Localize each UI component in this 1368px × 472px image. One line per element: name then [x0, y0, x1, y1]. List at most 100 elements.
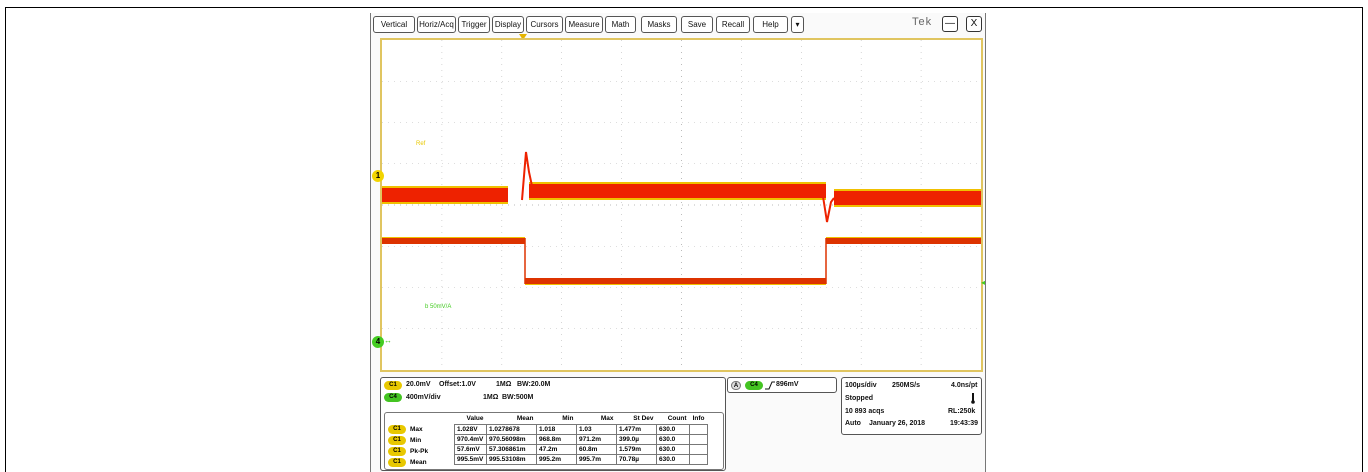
- trigger-panel[interactable]: A C4 896mV: [727, 377, 837, 393]
- measurement-cell: 995.5mV: [454, 453, 487, 465]
- ch4-badge[interactable]: C4: [384, 393, 402, 402]
- rising-edge-icon: [765, 381, 775, 390]
- measurement-cell: 399.0µ: [616, 433, 657, 445]
- measurement-name: Pk-Pk: [410, 448, 429, 456]
- measurement-cell: 995.2m: [536, 453, 577, 465]
- trigger-position-icon[interactable]: [519, 34, 527, 40]
- measurement-cell: 57.6mV: [454, 443, 487, 455]
- ch4-trace: [525, 278, 826, 284]
- waveform-display: [382, 40, 981, 370]
- ch1-ground-marker-icon[interactable]: 1: [372, 170, 384, 182]
- screenshot-frame: [5, 7, 1363, 472]
- ch1-offset: Offset:1.0V: [439, 381, 476, 388]
- measurement-cell: 968.8m: [536, 433, 577, 445]
- minimize-button[interactable]: —: [942, 16, 958, 32]
- menu-cursors[interactable]: Cursors: [526, 16, 563, 33]
- ch4-impedance: 1MΩ: [483, 394, 499, 401]
- ch4-bandwidth: BW:500M: [502, 394, 534, 401]
- measurement-cell: 970.4mV: [454, 433, 487, 445]
- sample-rate: 250MS/s: [892, 382, 921, 389]
- measurement-cell: 70.78µ: [616, 453, 657, 465]
- ch4-level-marker-icon[interactable]: ◂: [981, 278, 986, 287]
- resolution: 4.0ns/pt: [951, 382, 978, 389]
- col-min: Min: [562, 415, 574, 423]
- measurement-cell: [689, 433, 708, 445]
- trigger-a-badge: A: [731, 381, 741, 390]
- traces: [382, 151, 981, 285]
- measurement-row[interactable]: 970.4mV 970.56098m 968.8m 971.2m 399.0µ 630.0: [454, 433, 708, 445]
- ch1-bandwidth: BW:20.0M: [517, 381, 551, 388]
- record-length: RL:250k: [948, 408, 976, 415]
- measurement-row[interactable]: 57.6mV 57.306861m 47.2m 60.8m 1.579m 630.0: [454, 443, 708, 455]
- ch1-badge[interactable]: C1: [384, 381, 402, 390]
- measurement-cell: 630.0: [656, 453, 690, 465]
- measurement-name: Min: [410, 437, 422, 445]
- ch1-badge: C1: [388, 447, 406, 456]
- acq-time: 19:43:39: [950, 420, 979, 427]
- measurement-name: Mean: [410, 459, 427, 467]
- menu-trigger[interactable]: Trigger: [458, 16, 490, 33]
- measurement-cell: 1.0278678: [486, 423, 537, 435]
- graticule[interactable]: Ref b 50mV/A ◂: [380, 38, 986, 372]
- measurement-table[interactable]: Value Mean Min Max St Dev Count Info 1.0…: [384, 412, 724, 470]
- trigger-mode: Auto: [845, 420, 861, 427]
- menu-save[interactable]: Save: [681, 16, 713, 33]
- measurement-cell: 1.477m: [616, 423, 657, 435]
- menu-measure[interactable]: Measure: [565, 16, 603, 33]
- col-value: Value: [466, 415, 484, 423]
- measurement-cell: 47.2m: [536, 443, 577, 455]
- ch4-trace: [382, 238, 525, 244]
- measurement-cell: 60.8m: [576, 443, 617, 455]
- ch1-trace: [529, 184, 826, 198]
- ch4-trace-edge: [826, 237, 981, 238]
- acquisition-panel[interactable]: 100µs/div 250MS/s 4.0ns/pt Stopped 10 89…: [841, 377, 982, 435]
- ch1-spike-falling: [821, 189, 835, 223]
- menu-more-dropdown-icon[interactable]: ▾: [791, 16, 804, 33]
- ch1-badge: C1: [388, 458, 406, 467]
- menu-horiz-acq[interactable]: Horiz/Acq: [417, 16, 456, 33]
- col-max: Max: [600, 415, 614, 423]
- measurement-name: Max: [410, 426, 423, 434]
- measurement-row-label[interactable]: C1 Max: [388, 425, 423, 434]
- ch1-impedance: 1MΩ: [496, 381, 512, 388]
- measurement-row-label[interactable]: C1 Min: [388, 436, 421, 445]
- thermometer-icon: [971, 393, 975, 404]
- close-button[interactable]: X: [966, 16, 982, 32]
- ch4-trace-edge: [382, 237, 525, 238]
- measurement-row[interactable]: 995.5mV 995.53108m 995.2m 995.7m 70.78µ 630.0: [454, 453, 708, 465]
- col-info: Info: [692, 415, 705, 423]
- menu-recall[interactable]: Recall: [716, 16, 750, 33]
- time-per-div: 100µs/div: [845, 382, 877, 389]
- menu-help[interactable]: Help: [753, 16, 788, 33]
- acq-state: Stopped: [845, 395, 873, 402]
- measurement-cell: 630.0: [656, 433, 690, 445]
- ch4-arrow-icon: ↔: [384, 336, 392, 345]
- menu-math[interactable]: Math: [605, 16, 636, 33]
- ch4-trace: [826, 238, 981, 244]
- menu-bar: Vertical Horiz/Acq Trigger Display Curso…: [371, 13, 985, 35]
- ch4-scale: 400mV/div: [406, 394, 441, 401]
- measurement-cell: 1.028V: [454, 423, 487, 435]
- measurement-cell: 1.03: [576, 423, 617, 435]
- measurement-row-label[interactable]: C1 Pk-Pk: [388, 447, 428, 456]
- measurement-cell: 1.018: [536, 423, 577, 435]
- menu-vertical[interactable]: Vertical: [373, 16, 415, 33]
- measurement-cell: 970.56098m: [486, 433, 537, 445]
- measurement-grid: Value Mean Min Max St Dev Count Info 1.0…: [454, 414, 708, 465]
- ch4-ground-marker-icon[interactable]: 4: [372, 336, 384, 348]
- ch1-spike-rising: [521, 151, 533, 201]
- acq-count: 10 893 acqs: [845, 408, 885, 415]
- trigger-level: 896mV: [776, 381, 799, 388]
- col-count: Count: [667, 415, 687, 423]
- measurement-header-row: Value Mean Min Max St Dev Count Info: [455, 414, 708, 424]
- ch1-trace: [834, 191, 981, 205]
- measurement-cell: 995.53108m: [486, 453, 537, 465]
- measurement-row-label[interactable]: C1 Mean: [388, 458, 427, 467]
- menu-display[interactable]: Display: [492, 16, 524, 33]
- measurement-cell: 1.579m: [616, 443, 657, 455]
- menu-masks[interactable]: Masks: [641, 16, 677, 33]
- ch4-trace-edge: [525, 284, 826, 285]
- measurement-row[interactable]: 1.028V 1.0278678 1.018 1.03 1.477m 630.0: [454, 423, 708, 435]
- oscilloscope-window: Vertical Horiz/Acq Trigger Display Curso…: [370, 13, 986, 472]
- acq-date: January 26, 2018: [869, 420, 926, 427]
